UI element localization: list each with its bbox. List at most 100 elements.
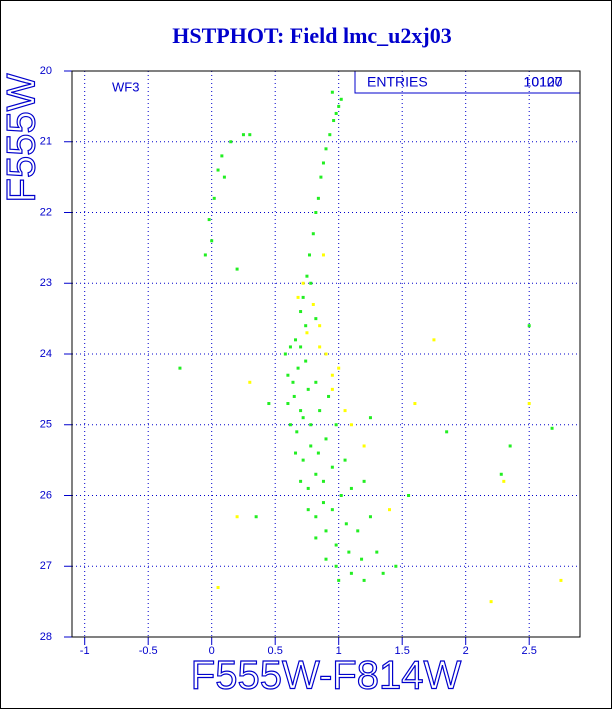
point <box>339 97 343 101</box>
point <box>413 402 417 406</box>
point <box>362 578 366 582</box>
point <box>301 416 305 420</box>
point <box>309 444 313 448</box>
point <box>362 479 366 483</box>
point <box>311 302 315 306</box>
point <box>301 295 305 299</box>
point <box>445 430 449 434</box>
point <box>292 394 296 398</box>
point <box>334 564 338 568</box>
point <box>343 409 347 413</box>
y-tick-label: 20 <box>40 65 52 77</box>
y-tick-label: 23 <box>40 277 52 289</box>
point <box>305 331 309 335</box>
point <box>337 366 341 370</box>
y-tick-label: 24 <box>40 348 52 360</box>
point <box>248 133 252 137</box>
point <box>327 394 331 398</box>
point <box>318 345 322 349</box>
point <box>319 175 323 179</box>
point <box>316 196 320 200</box>
point <box>334 543 338 547</box>
point <box>314 211 318 214</box>
point <box>330 387 334 391</box>
point <box>330 90 334 94</box>
y-axis-label: F555W <box>0 73 44 202</box>
point <box>339 494 343 497</box>
point <box>229 140 233 144</box>
point <box>381 571 385 575</box>
point <box>286 402 290 406</box>
x-tick-label: 2.5 <box>522 645 537 657</box>
point <box>314 317 318 321</box>
point <box>388 508 391 512</box>
y-tick-label: 27 <box>40 560 52 572</box>
x-tick-label: 1 <box>336 645 342 657</box>
point <box>349 423 353 427</box>
point <box>210 239 214 243</box>
point <box>296 295 300 299</box>
x-tick-label: -0.5 <box>139 645 158 657</box>
point <box>301 281 305 285</box>
y-tick-label: 22 <box>40 206 52 218</box>
point <box>309 281 313 285</box>
point <box>216 585 220 589</box>
point <box>502 479 506 483</box>
point <box>334 111 338 115</box>
point <box>324 147 328 151</box>
y-tick-label: 28 <box>40 631 52 643</box>
point <box>301 458 305 462</box>
point <box>324 437 328 441</box>
point <box>314 380 318 384</box>
point <box>305 274 309 278</box>
x-axis-label: F555W-F814W <box>191 654 462 698</box>
point <box>508 444 512 448</box>
point <box>306 387 310 391</box>
stats-label: ENTRIES <box>367 74 428 90</box>
point <box>283 352 287 356</box>
point <box>375 550 379 554</box>
annotation: WF3 <box>112 79 139 94</box>
point <box>254 515 258 519</box>
point <box>324 352 328 356</box>
point <box>286 373 290 377</box>
point <box>220 154 224 158</box>
point <box>212 196 216 200</box>
point <box>318 324 322 328</box>
point <box>216 168 220 172</box>
point <box>309 423 313 427</box>
stats-value: 10107 <box>524 74 563 90</box>
point <box>314 536 318 540</box>
point <box>343 458 347 462</box>
x-tick-label: -1 <box>80 645 90 657</box>
x-tick-label: 0 <box>209 645 215 657</box>
point <box>432 338 436 342</box>
stats-value: 10120 <box>524 74 563 90</box>
point <box>311 232 315 236</box>
point <box>299 479 303 483</box>
point <box>288 345 292 349</box>
point <box>360 557 364 561</box>
point <box>294 451 298 455</box>
point <box>248 380 252 384</box>
point <box>330 373 334 377</box>
point <box>288 423 292 427</box>
point <box>559 578 563 582</box>
point <box>332 119 336 123</box>
point <box>299 409 303 413</box>
point <box>337 578 341 582</box>
y-tick-label: 26 <box>40 489 52 501</box>
y-tick-label: 25 <box>40 419 52 431</box>
point <box>316 451 320 455</box>
point <box>178 366 182 370</box>
point <box>321 501 325 505</box>
point <box>324 529 328 533</box>
point <box>527 402 531 406</box>
plot-frame <box>71 70 581 638</box>
point <box>235 515 239 519</box>
x-tick-label: 1.5 <box>395 645 410 657</box>
point <box>349 571 353 575</box>
point <box>321 479 325 483</box>
point <box>235 267 239 271</box>
